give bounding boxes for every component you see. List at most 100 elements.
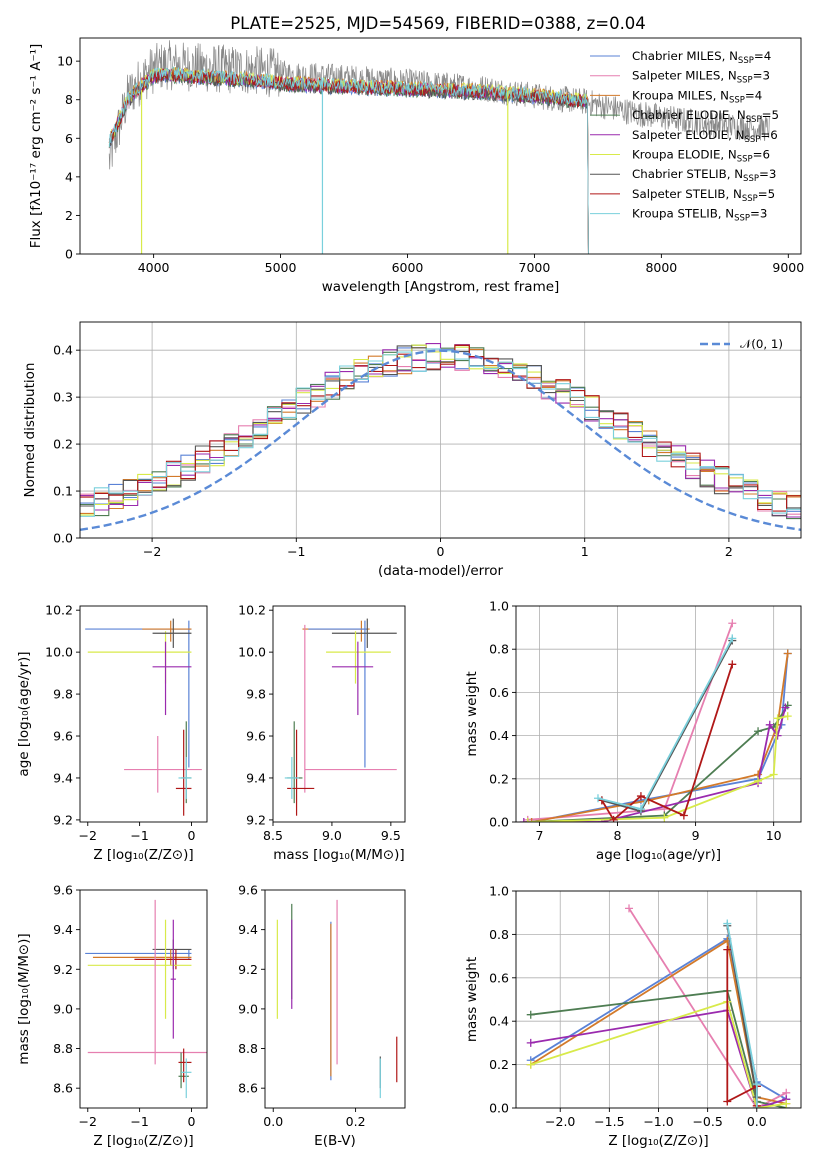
x-tick-label: 4000 bbox=[138, 260, 170, 275]
y-tick-label: 0.0 bbox=[489, 815, 509, 830]
y-tick-label: 10.2 bbox=[238, 603, 266, 618]
axes-frame bbox=[515, 890, 802, 1109]
y-tick-label: 8.8 bbox=[238, 1041, 258, 1056]
legend-entry: Kroupa STELIB, NSSP=3 bbox=[632, 207, 767, 224]
mass-weight-marker bbox=[636, 792, 645, 801]
mass-weight-marker bbox=[765, 720, 774, 729]
x-tick-label: 8 bbox=[614, 828, 622, 843]
y-tick-label: 9.6 bbox=[53, 883, 73, 898]
y-tick-label: 0.0 bbox=[489, 1101, 509, 1116]
x-tick-label: 6000 bbox=[392, 260, 424, 275]
y-tick-label: 0.3 bbox=[53, 390, 73, 405]
mass-weight-marker bbox=[752, 1080, 761, 1089]
y-tick-label: 6 bbox=[65, 131, 73, 146]
x-tick-label: −2 bbox=[79, 828, 97, 843]
plot-area bbox=[284, 618, 397, 816]
y-tick-label: 4 bbox=[65, 169, 73, 184]
x-tick-label: 0.0 bbox=[263, 1114, 283, 1129]
y-tick-label: 0.4 bbox=[53, 343, 73, 358]
mass-weight-marker bbox=[728, 619, 737, 628]
y-tick-label: 0.2 bbox=[489, 1057, 509, 1072]
y-tick-label: 9.6 bbox=[238, 883, 258, 898]
age-vs-metallicity-panel: −2 −1 0 9.2 9.4 9.6 9.8 10.0 10.2 Z [log₁₀(Z/Z⊙)]… bbox=[16, 603, 208, 863]
mass-weight-marker bbox=[773, 731, 782, 740]
legend-entry: Chabrier STELIB, NSSP=3 bbox=[632, 167, 776, 184]
x-tick-label: −1.5 bbox=[594, 1114, 624, 1129]
mass-weight-line bbox=[523, 707, 787, 822]
mass-weight-marker bbox=[723, 919, 732, 928]
y-tick-label: 9.0 bbox=[238, 1001, 258, 1016]
x-tick-label: −1 bbox=[287, 544, 305, 559]
plot-area bbox=[85, 899, 207, 1099]
x-tick-label: 1 bbox=[581, 544, 589, 559]
x-tick-label: −2 bbox=[79, 1114, 97, 1129]
x-axis-label: age [log₁₀(age/yr)] bbox=[596, 847, 721, 863]
axes-frame bbox=[79, 605, 208, 823]
x-tick-label: −1 bbox=[130, 1114, 148, 1129]
y-tick-label: 8.8 bbox=[53, 1041, 73, 1056]
y-tick-label: 0.4 bbox=[489, 1014, 509, 1029]
y-tick-label: 0.8 bbox=[489, 642, 509, 657]
x-tick-label: 7000 bbox=[519, 260, 551, 275]
x-axis-label: (data-model)/error bbox=[378, 563, 504, 579]
residuals-panel: −2 −1 0 1 2 0.0 0.1 0.2 0.3 0.4 (data-model)/error… bbox=[22, 321, 802, 579]
age-vs-mass-panel: 8.5 9.0 9.5 9.2 9.4 9.6 9.8 10.0 10.2 mass [log₁₀… bbox=[238, 603, 406, 863]
plot-area bbox=[519, 619, 792, 822]
x-tick-label: 10 bbox=[766, 828, 782, 843]
y-axis-label: Normed distribution bbox=[22, 363, 38, 498]
mass-weight-marker bbox=[526, 1060, 535, 1069]
spectrum-panel: 4000 5000 6000 7000 8000 9000 0 2 4 6 8 10 wavelengt… bbox=[28, 37, 804, 295]
legend-entry: Chabrier MILES, NSSP=4 bbox=[632, 49, 771, 66]
mass-weight-marker bbox=[527, 818, 536, 822]
x-tick-label: 7 bbox=[535, 828, 543, 843]
y-tick-label: 0.6 bbox=[489, 685, 509, 700]
mass-weight-vs-age-panel: 7 8 9 10 0.0 0.2 0.4 0.6 0.8 1.0 age [log₁₀(age/yr… bbox=[464, 599, 802, 863]
x-tick-label: 8000 bbox=[645, 260, 677, 275]
y-tick-label: 0.2 bbox=[53, 437, 73, 452]
mass-weight-line bbox=[530, 989, 787, 1108]
x-axis-label: Z [log₁₀(Z/Z⊙)] bbox=[608, 1133, 708, 1149]
x-tick-label: 0.0 bbox=[747, 1114, 767, 1129]
y-tick-label: 9.4 bbox=[53, 922, 73, 937]
y-tick-label: 10.0 bbox=[238, 645, 266, 660]
y-tick-label: 0.0 bbox=[53, 531, 73, 546]
y-tick-label: 9.2 bbox=[53, 812, 73, 827]
legend-entry: Salpeter STELIB, NSSP=5 bbox=[632, 187, 775, 204]
y-tick-label: 10.2 bbox=[45, 603, 73, 618]
x-tick-label: −1 bbox=[130, 828, 148, 843]
mass-weight-marker bbox=[593, 794, 602, 803]
y-tick-label: 9.0 bbox=[53, 1001, 73, 1016]
plot-area bbox=[276, 899, 398, 1099]
mass-weight-marker bbox=[783, 712, 792, 721]
x-tick-label: −2 bbox=[143, 544, 161, 559]
y-tick-label: 8.6 bbox=[53, 1081, 73, 1096]
mass-weight-marker bbox=[754, 776, 763, 785]
legend-entry: Salpeter MILES, NSSP=3 bbox=[632, 69, 770, 86]
x-tick-label: 0 bbox=[187, 1114, 195, 1129]
axes-frame bbox=[264, 889, 406, 1109]
x-tick-label: −1.0 bbox=[643, 1114, 673, 1129]
x-tick-label: 5000 bbox=[265, 260, 297, 275]
mass-weight-marker bbox=[769, 770, 778, 779]
mass-weight-marker bbox=[773, 714, 782, 723]
y-tick-label: 1.0 bbox=[489, 599, 509, 614]
y-axis-label: mass [log₁₀(M/M⊙)] bbox=[16, 933, 32, 1064]
plot-area bbox=[108, 40, 770, 254]
x-tick-label: 9.0 bbox=[322, 828, 342, 843]
x-tick-label: 0 bbox=[187, 828, 195, 843]
mass-weight-marker bbox=[723, 945, 732, 954]
mass-vs-extinction-panel: 0.0 0.2 8.6 8.8 9.0 9.2 9.4 9.6 E(B-V) bbox=[238, 883, 406, 1149]
plot-area bbox=[526, 904, 791, 1108]
mass-weight-marker bbox=[782, 1099, 791, 1108]
y-tick-label: 9.8 bbox=[53, 687, 73, 702]
y-tick-label: 10.0 bbox=[45, 645, 73, 660]
axes-frame bbox=[79, 37, 802, 255]
axes-frame bbox=[79, 321, 802, 539]
y-axis-label: Flux [fλ10⁻¹⁷ erg cm⁻² s⁻¹ A⁻¹] bbox=[28, 44, 44, 249]
y-axis-label: mass weight bbox=[464, 671, 480, 756]
x-tick-label: −2.0 bbox=[545, 1114, 575, 1129]
y-tick-label: 9.4 bbox=[238, 922, 258, 937]
y-tick-label: 9.2 bbox=[238, 962, 258, 977]
axes-frame bbox=[272, 605, 406, 823]
mass-weight-marker bbox=[636, 805, 645, 814]
